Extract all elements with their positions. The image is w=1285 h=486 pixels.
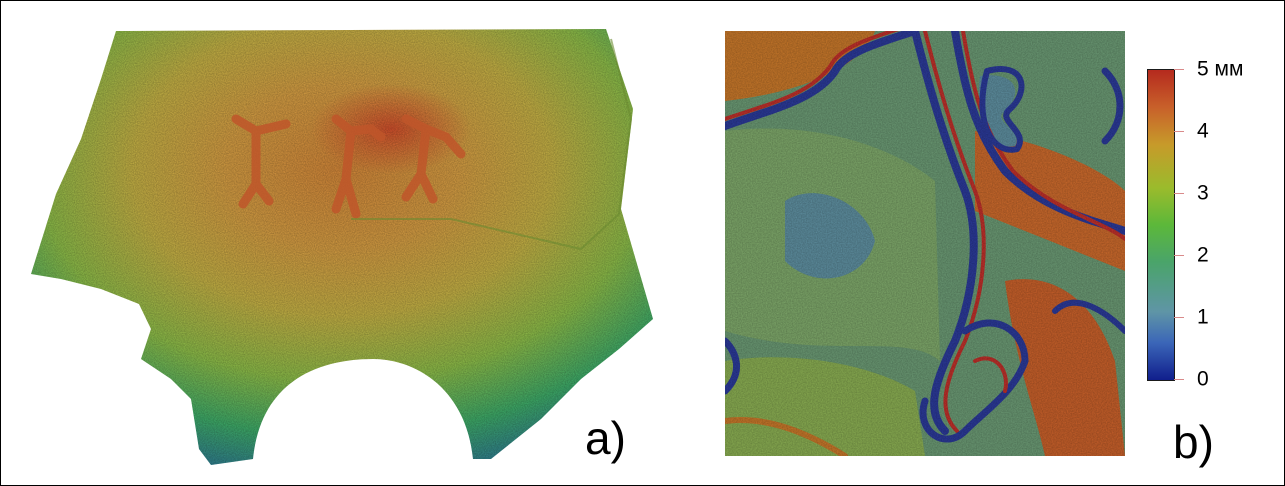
colorbar-tick [1174, 131, 1184, 132]
panel-b-label: b) [1173, 416, 1214, 468]
panel-a-label: a) [585, 412, 626, 464]
colorbar-tick [1174, 193, 1184, 194]
colorbar-tick-label: 0 [1197, 367, 1209, 391]
colorbar-gradient [1147, 69, 1175, 381]
relief-map-image [725, 31, 1125, 456]
colorbar-tick-label: 1 [1197, 305, 1209, 329]
colorbar-tick [1174, 317, 1184, 318]
colorbar-tick-label: 5 мм [1197, 57, 1244, 81]
colorbar-tick [1174, 255, 1184, 256]
colorbar-tick-label: 4 [1197, 119, 1209, 143]
colorbar-tick [1174, 69, 1184, 70]
petroglyph-figures [231, 114, 466, 219]
colorbar-tick [1174, 379, 1184, 380]
colorbar-tick-label: 2 [1197, 243, 1209, 267]
rock-scan-image [21, 19, 671, 479]
colorbar-tick-label: 3 [1197, 181, 1209, 205]
colorbar-legend: 5 мм 4 3 2 1 0 [1147, 59, 1277, 391]
